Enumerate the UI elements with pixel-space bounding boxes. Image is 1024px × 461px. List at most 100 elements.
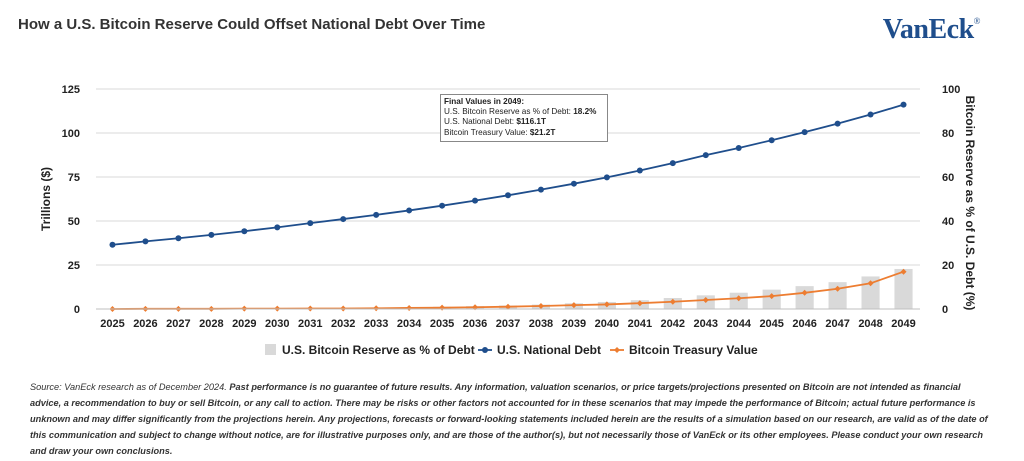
series-point: [142, 238, 149, 245]
legend-marker-treasury: [614, 347, 620, 353]
series-line: [112, 270, 904, 310]
x-tick-label: 2048: [858, 318, 882, 330]
series-point: [439, 202, 446, 209]
series-point: [439, 304, 446, 311]
series-point: [801, 289, 808, 296]
series-point: [406, 304, 413, 311]
series-point: [636, 300, 643, 307]
legend-swatch-reserve: [265, 344, 276, 355]
footnote: Source: VanEck research as of December 2…: [30, 379, 990, 459]
vaneck-logo: VanEck®: [882, 14, 981, 46]
x-tick-label: 2037: [496, 318, 520, 330]
series-point: [801, 129, 808, 136]
series-point: [307, 305, 314, 312]
series-point: [537, 303, 544, 310]
x-tick-label: 2026: [133, 318, 157, 330]
y-axis-label: Trillions ($): [39, 167, 53, 231]
series-point: [735, 295, 742, 302]
series-point: [768, 293, 775, 300]
chart-title: How a U.S. Bitcoin Reserve Could Offset …: [18, 16, 486, 33]
x-tick-label: 2049: [891, 318, 915, 330]
reserve-bar: [894, 268, 913, 309]
y2-tick-label: 0: [942, 304, 948, 316]
x-tick-label: 2045: [759, 318, 783, 330]
series-point: [669, 160, 676, 167]
x-tick-label: 2039: [562, 318, 586, 330]
series-point: [603, 301, 610, 308]
series-point: [735, 144, 742, 151]
series-point: [537, 186, 544, 193]
annotation-line-reserve: U.S. Bitcoin Reserve as % of Debt: 18.2%: [444, 107, 597, 117]
legend-label-treasury: Bitcoin Treasury Value: [629, 343, 758, 357]
annotation-line-debt: U.S. National Debt: $116.1T: [444, 117, 546, 127]
series-point: [768, 137, 775, 144]
x-tick-label: 2040: [595, 318, 619, 330]
footnote-source: Source: VanEck research as of December 2…: [30, 382, 227, 392]
annotation-title: Final Values in 2049:: [444, 97, 525, 106]
annotation-line-treasury: Bitcoin Treasury Value: $21.2T: [444, 127, 556, 137]
x-tick-label: 2043: [694, 318, 718, 330]
registered-mark: ®: [973, 16, 981, 26]
reserve-bar: [795, 286, 814, 309]
x-tick-label: 2047: [825, 318, 849, 330]
logo-text: VanEck: [882, 14, 974, 45]
x-tick-label: 2028: [199, 318, 223, 330]
x-tick-label: 2046: [792, 318, 816, 330]
y-tick-label: 75: [68, 172, 80, 184]
legend-label-reserve: U.S. Bitcoin Reserve as % of Debt: [282, 343, 475, 357]
y-tick-label: 125: [62, 84, 80, 96]
series-point: [867, 280, 874, 287]
x-tick-label: 2042: [661, 318, 685, 330]
series-point: [834, 285, 841, 292]
series-point: [505, 303, 511, 310]
series-point: [834, 120, 841, 127]
y2-axis-label: Bitcoin Reserve as % of U.S. Debt (%): [963, 96, 977, 311]
y2-tick-label: 100: [942, 84, 960, 96]
series-point: [570, 180, 577, 187]
x-tick-label: 2027: [166, 318, 190, 330]
x-tick-label: 2038: [529, 318, 553, 330]
series-point: [208, 231, 215, 238]
y-tick-label: 25: [68, 260, 80, 272]
y2-tick-label: 40: [942, 216, 954, 228]
x-tick-label: 2025: [100, 318, 124, 330]
reserve-bars: [103, 268, 913, 309]
y-tick-label: 0: [74, 304, 80, 316]
x-tick-label: 2036: [463, 318, 487, 330]
series-point: [472, 197, 479, 204]
y-tick-label: 50: [68, 216, 80, 228]
x-tick-label: 2033: [364, 318, 388, 330]
series-point: [241, 228, 248, 235]
final-values-annotation: Final Values in 2049: U.S. Bitcoin Reser…: [440, 94, 608, 142]
series-point: [340, 216, 347, 223]
series-point: [900, 268, 907, 275]
series-point: [373, 211, 380, 218]
legend-marker-debt: [482, 347, 488, 353]
series-point: [109, 241, 116, 248]
series-point: [307, 220, 314, 227]
series-point: [406, 207, 413, 214]
x-tick-label: 2035: [430, 318, 454, 330]
series-point: [636, 167, 643, 174]
x-tick-label: 2029: [232, 318, 256, 330]
series-point: [340, 305, 347, 312]
legend: U.S. Bitcoin Reserve as % of Debt U.S. Na…: [265, 343, 758, 357]
y2-tick-label: 20: [942, 260, 954, 272]
series-point: [505, 192, 511, 199]
series-point: [900, 101, 907, 108]
series-point: [570, 302, 577, 309]
x-tick-label: 2031: [298, 318, 322, 330]
x-tick-label: 2032: [331, 318, 355, 330]
reserve-bar: [762, 289, 781, 309]
y-tick-label: 100: [62, 128, 80, 140]
legend-label-debt: U.S. National Debt: [497, 343, 601, 357]
x-tick-label: 2041: [628, 318, 652, 330]
series-point: [702, 152, 709, 159]
y2-tick-label: 60: [942, 172, 954, 184]
series-point: [274, 224, 281, 231]
series-point: [175, 235, 182, 242]
series-point: [702, 297, 709, 304]
x-tick-label: 2044: [726, 318, 751, 330]
